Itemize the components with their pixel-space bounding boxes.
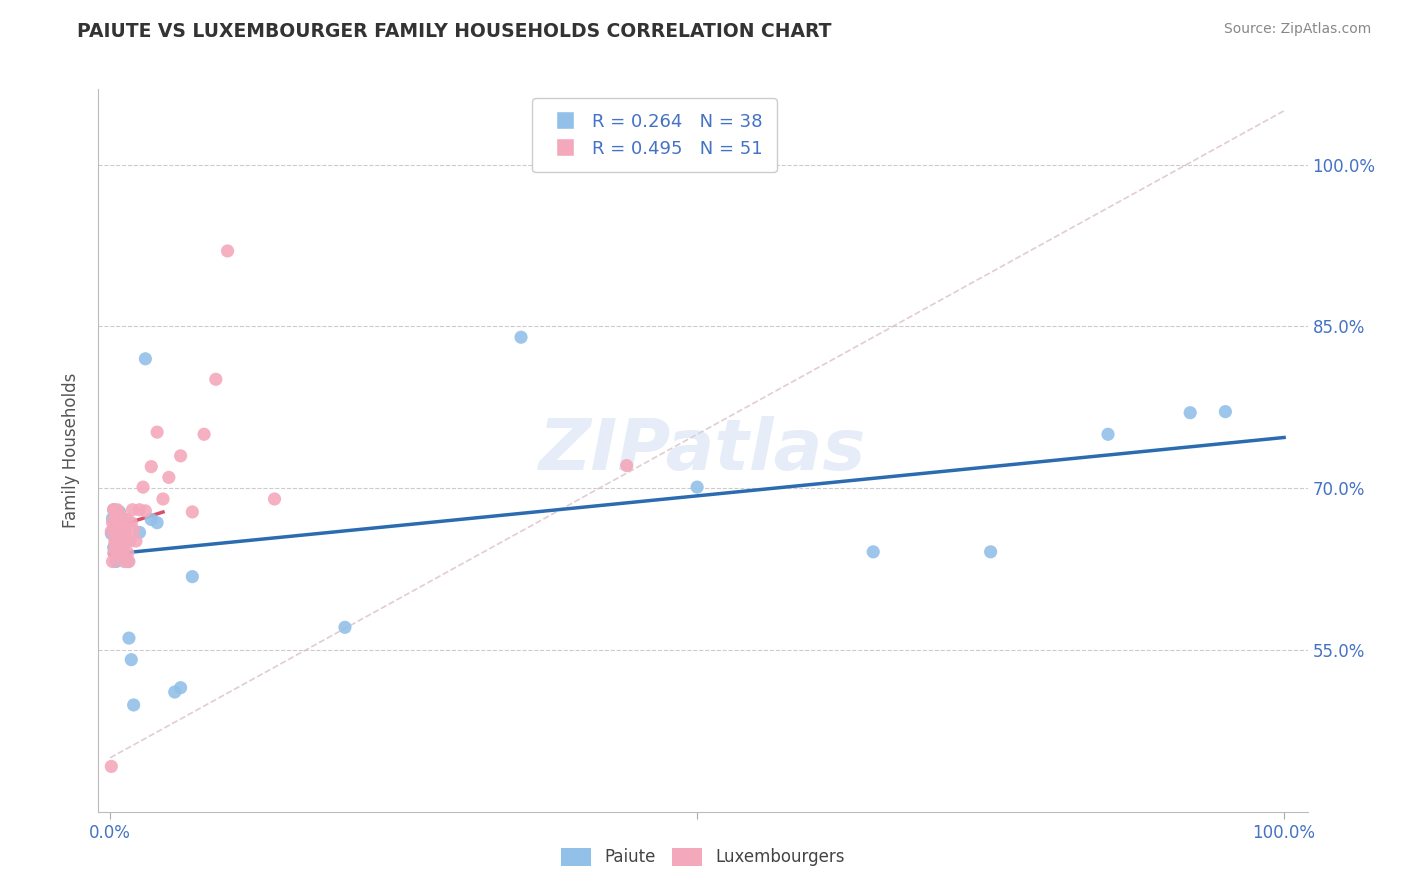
Point — [141, 459, 163, 474]
Point — [105, 555, 128, 569]
Point — [108, 505, 131, 519]
Point — [510, 330, 533, 344]
Point — [103, 541, 125, 555]
Point — [101, 555, 124, 569]
Point — [1215, 404, 1237, 418]
Point — [112, 543, 135, 558]
Point — [107, 543, 129, 558]
Point — [146, 516, 169, 530]
Point — [104, 511, 127, 525]
Point — [157, 470, 180, 484]
Point — [100, 524, 122, 539]
Point — [132, 480, 155, 494]
Point — [108, 537, 131, 551]
Point — [134, 351, 156, 366]
Point — [103, 502, 125, 516]
Point — [120, 516, 142, 530]
Point — [169, 449, 191, 463]
Point — [181, 569, 204, 583]
Text: ZIPatlas: ZIPatlas — [540, 416, 866, 485]
Point — [110, 546, 132, 560]
Point — [169, 681, 191, 695]
Point — [204, 372, 226, 386]
Point — [117, 546, 139, 560]
Point — [112, 550, 135, 565]
Point — [181, 505, 204, 519]
Point — [103, 546, 125, 560]
Point — [125, 534, 148, 549]
Point — [104, 533, 127, 547]
Point — [616, 458, 638, 473]
Point — [111, 511, 134, 525]
Point — [1097, 427, 1119, 442]
Point — [107, 526, 129, 541]
Point — [152, 491, 174, 506]
Y-axis label: Family Households: Family Households — [62, 373, 80, 528]
Point — [105, 537, 128, 551]
Point — [120, 534, 142, 549]
Text: Source: ZipAtlas.com: Source: ZipAtlas.com — [1223, 22, 1371, 37]
Point — [105, 543, 128, 558]
Legend: Paiute, Luxembourgers: Paiute, Luxembourgers — [554, 841, 852, 873]
Point — [163, 685, 186, 699]
Point — [112, 545, 135, 559]
Point — [107, 546, 129, 560]
Point — [112, 533, 135, 547]
Point — [686, 480, 709, 494]
Point — [105, 502, 128, 516]
Point — [128, 525, 150, 540]
Point — [115, 534, 138, 549]
Point — [105, 534, 128, 549]
Point — [107, 522, 129, 536]
Text: PAIUTE VS LUXEMBOURGER FAMILY HOUSEHOLDS CORRELATION CHART: PAIUTE VS LUXEMBOURGER FAMILY HOUSEHOLDS… — [77, 22, 832, 41]
Point — [114, 523, 136, 537]
Point — [122, 698, 145, 712]
Point — [120, 653, 142, 667]
Point — [134, 504, 156, 518]
Point — [333, 620, 356, 634]
Point — [193, 427, 215, 442]
Point — [121, 502, 143, 516]
Point — [263, 491, 285, 506]
Point — [111, 533, 134, 547]
Point — [110, 517, 132, 532]
Point — [1180, 406, 1202, 420]
Point — [104, 519, 127, 533]
Point — [112, 555, 135, 569]
Point — [862, 545, 884, 559]
Point — [111, 511, 134, 525]
Point — [105, 516, 128, 530]
Point — [105, 511, 128, 525]
Point — [128, 502, 150, 516]
Point — [104, 537, 127, 551]
Point — [108, 523, 131, 537]
Point — [118, 631, 141, 645]
Point — [146, 425, 169, 439]
Legend: R = 0.264   N = 38, R = 0.495   N = 51: R = 0.264 N = 38, R = 0.495 N = 51 — [533, 98, 778, 172]
Point — [105, 524, 128, 539]
Point — [115, 512, 138, 526]
Point — [217, 244, 239, 258]
Point — [105, 511, 128, 525]
Point — [100, 759, 122, 773]
Point — [101, 511, 124, 525]
Point — [141, 512, 163, 526]
Point — [110, 522, 132, 536]
Point — [122, 523, 145, 537]
Point — [103, 502, 125, 516]
Point — [100, 526, 122, 541]
Point — [107, 505, 129, 519]
Point — [108, 516, 131, 530]
Point — [980, 545, 1002, 559]
Point — [114, 523, 136, 537]
Point — [101, 516, 124, 530]
Point — [112, 522, 135, 536]
Point — [103, 502, 125, 516]
Point — [117, 555, 139, 569]
Point — [118, 555, 141, 569]
